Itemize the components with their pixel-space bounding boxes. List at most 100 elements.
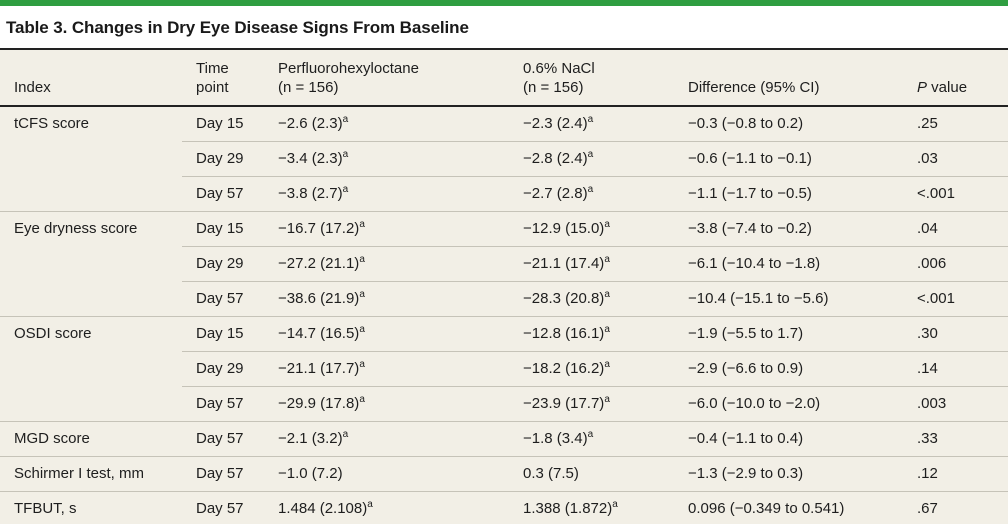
cell-difference: −1.1 (−1.7 to −0.5) <box>674 176 903 212</box>
cell-pfho: −38.6 (21.9)a <box>264 281 509 317</box>
cell-pfho: −14.7 (16.5)a <box>264 316 509 352</box>
cell-pfho: −2.6 (2.3)a <box>264 105 509 142</box>
footnote-a-marker: a <box>604 359 610 370</box>
column-header-p-value: P value <box>903 50 1008 107</box>
cell-index <box>0 176 182 212</box>
cell-index: Schirmer I test, mm <box>0 456 182 492</box>
cell-pfho: −3.4 (2.3)a <box>264 141 509 177</box>
cell-index: tCFS score <box>0 105 182 142</box>
cell-index <box>0 281 182 317</box>
cell-nacl: −23.9 (17.7)a <box>509 386 674 422</box>
footnote-a-marker: a <box>367 499 373 510</box>
column-header-index: Index <box>0 50 182 107</box>
cell-nacl: 1.388 (1.872)a <box>509 491 674 524</box>
cell-time-point: Day 57 <box>182 281 264 317</box>
cell-nacl: −18.2 (16.2)a <box>509 351 674 387</box>
cell-time-point: Day 57 <box>182 386 264 422</box>
cell-pfho: −27.2 (21.1)a <box>264 246 509 282</box>
cell-nacl: −28.3 (20.8)a <box>509 281 674 317</box>
cell-pfho: −2.1 (3.2)a <box>264 421 509 457</box>
cell-pfho: −21.1 (17.7)a <box>264 351 509 387</box>
cell-time-point: Day 57 <box>182 491 264 524</box>
table-body: tCFS score Day 15 −2.6 (2.3)a −2.3 (2.4)… <box>0 105 1008 524</box>
table-row-dryness-day29: Day 29 −27.2 (21.1)a −21.1 (17.4)a −6.1 … <box>0 246 1008 282</box>
cell-index <box>0 351 182 387</box>
cell-pfho: −3.8 (2.7)a <box>264 176 509 212</box>
cell-p-value: .25 <box>903 105 1008 142</box>
cell-difference: −6.1 (−10.4 to −1.8) <box>674 246 903 282</box>
footnote-a-marker: a <box>359 394 365 405</box>
cell-index <box>0 141 182 177</box>
cell-nacl: 0.3 (7.5) <box>509 456 674 492</box>
footnote-a-marker: a <box>604 289 610 300</box>
cell-p-value: <.001 <box>903 176 1008 212</box>
footnote-a-marker: a <box>604 254 610 265</box>
table-row-osdi-day29: Day 29 −21.1 (17.7)a −18.2 (16.2)a −2.9 … <box>0 351 1008 387</box>
footnote-a-marker: a <box>359 289 365 300</box>
cell-index <box>0 246 182 282</box>
footnote-a-marker: a <box>612 499 618 510</box>
footnote-a-marker: a <box>587 114 594 125</box>
cell-difference: −0.6 (−1.1 to −0.1) <box>674 141 903 177</box>
table-accent-bar <box>0 0 1008 6</box>
cell-time-point: Day 15 <box>182 316 264 352</box>
column-header-time-point: Time point <box>182 50 264 107</box>
cell-difference: −2.9 (−6.6 to 0.9) <box>674 351 903 387</box>
cell-time-point: Day 29 <box>182 246 264 282</box>
cell-p-value: .003 <box>903 386 1008 422</box>
cell-p-value: .30 <box>903 316 1008 352</box>
footnote-a-marker: a <box>342 184 349 195</box>
column-header-difference: Difference (95% CI) <box>674 50 903 107</box>
cell-difference: −10.4 (−15.1 to −5.6) <box>674 281 903 317</box>
cell-pfho: −29.9 (17.8)a <box>264 386 509 422</box>
footnote-a-marker: a <box>587 429 594 440</box>
footnote-a-marker: a <box>359 219 365 230</box>
cell-p-value: .12 <box>903 456 1008 492</box>
cell-index: TFBUT, s <box>0 491 182 524</box>
table-row-osdi-day57: Day 57 −29.9 (17.8)a −23.9 (17.7)a −6.0 … <box>0 386 1008 422</box>
table-row-tfbut-day57: TFBUT, s Day 57 1.484 (2.108)a 1.388 (1.… <box>0 491 1008 524</box>
cell-difference: −0.3 (−0.8 to 0.2) <box>674 105 903 142</box>
footnote-a-marker: a <box>342 149 349 160</box>
cell-index <box>0 386 182 422</box>
cell-difference: −6.0 (−10.0 to −2.0) <box>674 386 903 422</box>
cell-p-value: .03 <box>903 141 1008 177</box>
cell-time-point: Day 15 <box>182 211 264 247</box>
cell-nacl: −21.1 (17.4)a <box>509 246 674 282</box>
cell-p-value: .33 <box>903 421 1008 457</box>
footnote-a-marker: a <box>342 429 349 440</box>
cell-p-value: .04 <box>903 211 1008 247</box>
footnote-a-marker: a <box>359 254 365 265</box>
table-row-dryness-day15: Eye dryness score Day 15 −16.7 (17.2)a −… <box>0 211 1008 247</box>
cell-p-value: .14 <box>903 351 1008 387</box>
footnote-a-marker: a <box>342 114 349 125</box>
cell-time-point: Day 57 <box>182 421 264 457</box>
cell-nacl: −12.9 (15.0)a <box>509 211 674 247</box>
cell-pfho: −1.0 (7.2) <box>264 456 509 492</box>
dry-eye-signs-table: Index Time point Perfluorohexyloctane (n… <box>0 50 1008 524</box>
footnote-a-marker: a <box>587 149 594 160</box>
cell-nacl: −1.8 (3.4)a <box>509 421 674 457</box>
cell-pfho: 1.484 (2.108)a <box>264 491 509 524</box>
cell-p-value: .67 <box>903 491 1008 524</box>
footnote-a-marker: a <box>604 324 610 335</box>
footnote-a-marker: a <box>359 324 365 335</box>
cell-p-value: <.001 <box>903 281 1008 317</box>
table-row-tcfs-day29: Day 29 −3.4 (2.3)a −2.8 (2.4)a −0.6 (−1.… <box>0 141 1008 177</box>
cell-pfho: −16.7 (17.2)a <box>264 211 509 247</box>
table-row-mgd-day57: MGD score Day 57 −2.1 (3.2)a −1.8 (3.4)a… <box>0 421 1008 457</box>
footnote-a-marker: a <box>604 219 610 230</box>
p-value-rest: value <box>927 79 968 96</box>
cell-time-point: Day 29 <box>182 141 264 177</box>
cell-difference: −3.8 (−7.4 to −0.2) <box>674 211 903 247</box>
cell-difference: −1.3 (−2.9 to 0.3) <box>674 456 903 492</box>
cell-time-point: Day 29 <box>182 351 264 387</box>
table-title: Table 3. Changes in Dry Eye Disease Sign… <box>0 6 1008 50</box>
cell-index: MGD score <box>0 421 182 457</box>
table-row-tcfs-day57: Day 57 −3.8 (2.7)a −2.7 (2.8)a −1.1 (−1.… <box>0 176 1008 212</box>
footnote-a-marker: a <box>604 394 610 405</box>
cell-nacl: −12.8 (16.1)a <box>509 316 674 352</box>
cell-difference: −0.4 (−1.1 to 0.4) <box>674 421 903 457</box>
cell-time-point: Day 15 <box>182 105 264 142</box>
header-row: Index Time point Perfluorohexyloctane (n… <box>0 50 1008 107</box>
